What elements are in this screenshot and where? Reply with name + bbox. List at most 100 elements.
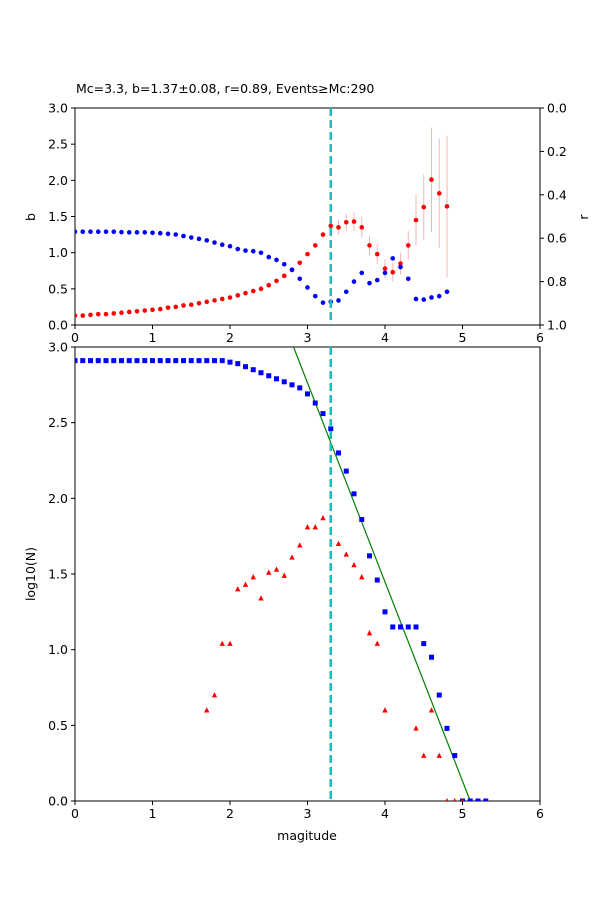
data-point xyxy=(305,251,310,257)
data-point xyxy=(421,204,427,210)
data-point xyxy=(219,242,225,248)
data-point xyxy=(297,542,303,548)
data-point xyxy=(173,232,179,237)
data-point xyxy=(227,359,233,365)
data-point xyxy=(142,358,148,364)
data-point xyxy=(398,261,403,266)
data-point xyxy=(219,296,225,302)
data-point xyxy=(157,358,163,364)
data-point xyxy=(304,524,311,530)
data-point xyxy=(398,264,403,270)
data-point xyxy=(343,468,349,474)
data-point xyxy=(103,229,109,234)
data-point xyxy=(181,233,186,239)
data-point xyxy=(188,302,194,308)
y2-tick-label: 0.2 xyxy=(547,144,567,159)
x-tick-label: 3 xyxy=(304,330,312,345)
data-point xyxy=(452,753,458,759)
y-tick-label: 2.0 xyxy=(48,491,68,506)
x-tick-label: 3 xyxy=(304,806,312,821)
data-point xyxy=(196,301,202,306)
x-tick-label: 2 xyxy=(226,806,234,821)
data-point xyxy=(88,312,93,318)
data-point xyxy=(320,515,326,521)
y-tick-label: 2.5 xyxy=(48,137,68,152)
data-point xyxy=(305,285,310,290)
series-1 xyxy=(204,515,465,801)
data-point xyxy=(111,358,117,364)
x-tick-label: 6 xyxy=(536,330,544,345)
data-point xyxy=(312,524,318,530)
data-point xyxy=(359,270,365,276)
data-point xyxy=(359,225,365,230)
top-y-axis-label: b xyxy=(23,213,38,221)
data-point xyxy=(266,282,272,288)
data-point xyxy=(111,229,117,234)
data-point xyxy=(235,361,241,367)
data-point xyxy=(390,269,396,275)
data-point xyxy=(429,654,434,660)
data-point xyxy=(88,229,93,234)
data-point xyxy=(413,725,419,731)
data-point xyxy=(157,230,163,236)
data-point xyxy=(359,517,365,523)
data-point xyxy=(142,230,148,235)
y2-tick-label: 0.6 xyxy=(547,231,567,246)
data-point xyxy=(258,595,264,601)
data-point xyxy=(95,229,101,234)
data-point xyxy=(173,304,179,310)
data-point xyxy=(181,303,186,308)
data-point xyxy=(273,566,280,572)
data-point xyxy=(336,225,341,230)
bottom-x-axis-label: magitude xyxy=(277,828,337,843)
data-point xyxy=(212,358,217,364)
x-tick-label: 5 xyxy=(459,806,467,821)
data-point xyxy=(320,411,326,417)
data-point xyxy=(219,640,225,646)
data-point xyxy=(188,358,194,364)
data-point xyxy=(142,308,148,313)
y-tick-label: 2.5 xyxy=(48,415,68,430)
top-y2-axis-label: r xyxy=(576,214,591,220)
y-tick-label: 1.5 xyxy=(48,567,68,582)
data-point xyxy=(398,624,403,630)
data-point xyxy=(150,307,155,313)
x-tick-label: 1 xyxy=(149,330,157,345)
data-point xyxy=(413,296,419,302)
x-tick-label: 4 xyxy=(381,330,389,345)
data-point xyxy=(80,358,86,364)
data-point xyxy=(227,640,233,646)
data-point xyxy=(390,624,396,630)
y-tick-label: 0.5 xyxy=(48,718,68,733)
data-point xyxy=(235,246,241,252)
data-point xyxy=(436,293,442,299)
data-point xyxy=(374,251,380,257)
data-point xyxy=(266,373,272,379)
data-point xyxy=(289,554,295,560)
data-point xyxy=(134,308,140,314)
series-0 xyxy=(75,127,450,318)
data-point xyxy=(351,219,357,224)
data-point xyxy=(343,219,349,225)
data-point xyxy=(444,204,450,209)
data-point xyxy=(188,235,194,240)
data-point xyxy=(343,289,349,295)
series-0 xyxy=(75,358,489,801)
data-point xyxy=(421,641,427,647)
data-point xyxy=(126,230,132,235)
data-point xyxy=(453,798,457,801)
data-point xyxy=(359,574,365,580)
x-tick-label: 0 xyxy=(71,806,79,821)
data-point xyxy=(374,640,380,646)
data-point xyxy=(212,240,217,245)
data-point xyxy=(413,624,419,630)
bottom-y-axis-label: log10(N) xyxy=(23,547,38,601)
data-point xyxy=(119,229,124,235)
data-point xyxy=(312,400,318,406)
data-point xyxy=(75,358,78,364)
data-point xyxy=(436,191,442,196)
data-point xyxy=(351,561,357,568)
data-point xyxy=(281,572,287,578)
data-point xyxy=(95,358,101,364)
